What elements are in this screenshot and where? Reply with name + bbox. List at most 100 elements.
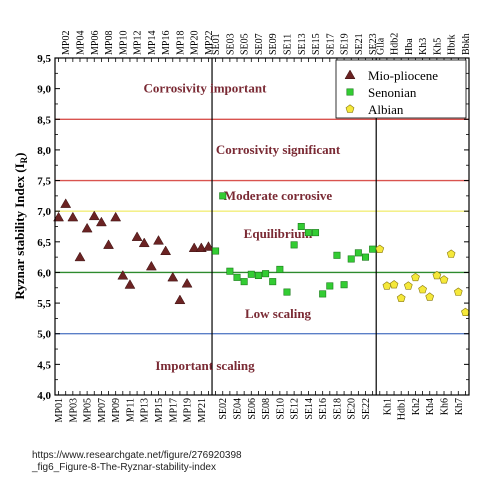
x-tick-label-bottom: MP11 [125, 398, 136, 422]
data-point-pentagon [432, 270, 442, 280]
data-point-square [354, 249, 362, 257]
x-tick-label-bottom: MP13 [140, 398, 151, 422]
zone-label: Important scaling [155, 358, 255, 373]
data-point-square [212, 247, 220, 255]
x-tick-label-top: SE13 [297, 33, 308, 55]
y-tick-label: 6,0 [37, 267, 51, 279]
x-tick-label-bottom: MP15 [154, 398, 165, 422]
data-point-triangle [181, 277, 193, 288]
x-tick-label-bottom: MP05 [83, 398, 94, 422]
data-point-square [226, 267, 234, 275]
legend-label: Albian [368, 102, 404, 117]
data-point-square [333, 251, 341, 259]
x-tick-label-bottom: SE02 [218, 398, 229, 420]
x-tick-label-top: Glla [375, 37, 386, 55]
x-tick-label-top: SE05 [240, 33, 251, 55]
data-point-pentagon [425, 292, 435, 301]
data-point-pentagon [446, 249, 456, 258]
data-point-pentagon [461, 307, 470, 317]
x-tick-label-bottom: MP01 [54, 398, 65, 422]
plot-frame [54, 57, 470, 396]
x-tick-label-bottom: MP07 [97, 398, 108, 422]
data-point-square [233, 273, 241, 281]
zone-label: Equilibrium [244, 226, 313, 241]
data-point-square [276, 265, 284, 273]
x-tick-label-bottom: MP03 [68, 398, 79, 422]
data-point-square [361, 253, 369, 261]
x-tick-label-bottom: SE04 [233, 398, 244, 420]
data-point-square [240, 278, 248, 286]
x-tick-label-top: MP12 [133, 31, 144, 55]
x-tick-label-top: SE01 [211, 33, 222, 55]
data-point-pentagon [375, 244, 385, 253]
x-tick-label-top: MP18 [175, 31, 186, 55]
data-point-pentagon [389, 280, 399, 289]
zone-label: Moderate corrosive [224, 188, 333, 203]
x-tick-label-top: SE07 [254, 33, 265, 55]
data-point-pentagon [396, 293, 406, 302]
y-axis-title-close: ) [12, 152, 27, 156]
data-point-square [262, 270, 270, 278]
y-tick-label: 6,5 [37, 237, 51, 249]
data-point-triangle [60, 198, 72, 208]
x-tick-label-top: MP02 [61, 31, 72, 55]
x-tick-label-bottom: SE16 [318, 398, 329, 420]
x-tick-label-top: MP10 [118, 31, 129, 55]
x-tick-label-top: SE21 [354, 33, 365, 55]
y-tick-label: 7,5 [37, 176, 51, 188]
data-point-triangle [110, 211, 122, 222]
x-tick-label-top: Bbkh [461, 33, 472, 55]
legend-label: Senonian [368, 85, 417, 100]
data-point-triangle [124, 279, 136, 289]
x-tick-label-top: SE03 [225, 33, 236, 55]
data-point-square [283, 288, 291, 296]
data-point-triangle [138, 237, 150, 248]
x-tick-label-bottom: SE12 [290, 398, 301, 420]
caption-line-1: https://www.researchgate.net/figure/2769… [32, 450, 242, 461]
zone-label: Corrosivity significant [216, 142, 341, 157]
x-tick-label-bottom: SE20 [347, 398, 358, 420]
x-tick-label-bottom: SE18 [332, 398, 343, 420]
x-tick-label-bottom: MP19 [183, 398, 194, 422]
data-point-square [312, 229, 320, 237]
data-point-pentagon [439, 275, 449, 284]
x-axis: MP02 MP04 MP06 MP08 MP10 MP12 MP14 MP16 MP18 MP20… [54, 31, 472, 423]
x-tick-label-bottom: SE06 [247, 398, 258, 420]
legend-label: Mio-pliocene [368, 68, 438, 83]
x-tick-label-top: MP16 [161, 31, 172, 55]
x-tick-label-top: Kh5 [432, 38, 443, 55]
data-point-pentagon [453, 287, 463, 296]
x-tick-label-top: SE11 [282, 34, 293, 55]
x-tick-label-top: Hdb2 [390, 33, 401, 55]
data-point-triangle [174, 294, 186, 305]
data-points [53, 192, 470, 317]
x-tick-label-top: Kh3 [418, 38, 429, 55]
data-point-pentagon [403, 281, 413, 290]
legend-box [335, 59, 467, 119]
data-point-square [247, 270, 255, 278]
data-point-square [290, 241, 298, 249]
zone-label: Corrosivity important [144, 81, 268, 96]
x-tick-label-bottom: SE14 [304, 398, 315, 420]
data-point-triangle [74, 251, 86, 262]
zone-label: Low scaling [245, 306, 312, 321]
y-tick-label: 8,5 [37, 114, 51, 126]
x-tick-label-bottom: Kh1 [382, 398, 393, 415]
caption-line-2: _fig6_Figure-8-The-Ryznar-stability-inde… [32, 462, 216, 473]
data-point-square [269, 278, 277, 286]
data-point-square [319, 290, 327, 298]
y-axis-title-subscript: R [19, 156, 29, 163]
x-tick-label-top: SE09 [268, 33, 279, 55]
x-tick-label-bottom: Hdb1 [397, 398, 408, 420]
data-point-triangle [188, 242, 200, 252]
y-axis-title: Ryznar stability Index (IR) [12, 152, 29, 299]
data-point-pentagon [418, 285, 427, 294]
data-point-triangle [103, 239, 114, 249]
x-tick-label-bottom: MP17 [168, 398, 179, 422]
legend-marker-triangle [344, 69, 356, 79]
data-point-square [297, 223, 305, 231]
x-tick-label-top: MP22 [204, 31, 215, 55]
data-point-triangle [81, 222, 93, 233]
data-point-triangle [153, 235, 164, 245]
x-tick-label-top: MP14 [147, 31, 158, 55]
